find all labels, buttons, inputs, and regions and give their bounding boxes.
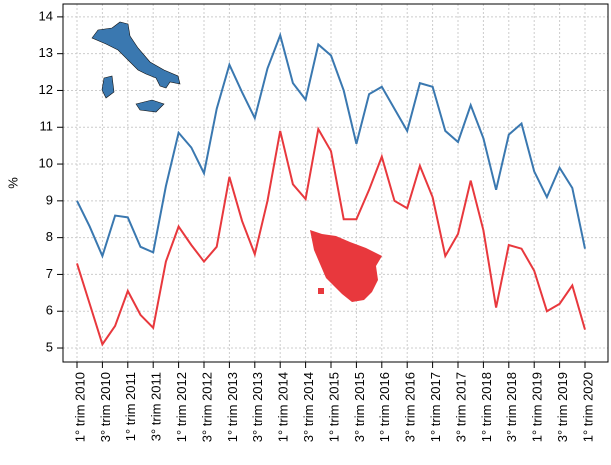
x-tick-label: 1° trim 2015 [326, 372, 341, 442]
y-tick-label: 7 [46, 266, 53, 281]
series-line [76, 32, 586, 259]
y-tick-label: 8 [46, 229, 53, 244]
y-tick-label: 13 [39, 45, 53, 60]
x-tick-label: 1° trim 2014 [276, 372, 291, 442]
series-line [76, 126, 586, 347]
x-tick-label: 1° trim 2017 [428, 372, 443, 442]
x-tick-label: 3° trim 2012 [199, 372, 214, 442]
x-tick-label: 3° trim 2011 [149, 372, 164, 441]
x-tick-label: 1° trim 2010 [72, 372, 87, 442]
x-tick-label: 3° trim 2018 [504, 372, 519, 442]
x-tick-label: 3° trim 2015 [352, 372, 367, 442]
y-tick-label: 10 [39, 155, 53, 170]
x-tick-label: 1° trim 2018 [479, 372, 494, 442]
x-tick-label: 1° trim 2011 [123, 372, 138, 441]
x-tick-label: 3° trim 2013 [250, 372, 265, 442]
x-tick-label: 3° trim 2019 [555, 372, 570, 442]
y-tick-label: 9 [46, 192, 53, 207]
italy-map [91, 21, 181, 113]
y-tick-label: 6 [46, 303, 53, 318]
x-tick-label: 1° trim 2019 [530, 372, 545, 442]
x-tick-label: 3° trim 2016 [403, 372, 418, 442]
y-tick-label: 14 [39, 8, 53, 23]
x-tick-label: 3° trim 2010 [98, 372, 113, 442]
x-tick-label: 1° trim 2013 [225, 372, 240, 442]
x-tick-label: 1° trim 2016 [377, 372, 392, 442]
tuscany-map [310, 230, 382, 302]
x-tick-label: 3° trim 2017 [453, 372, 468, 442]
plot-frame [62, 3, 609, 363]
y-tick-label: 5 [46, 339, 53, 354]
x-tick-label: 1° trim 2012 [174, 372, 189, 442]
x-tick-label: 1° trim 2020 [580, 372, 595, 442]
y-tick-label: 11 [40, 119, 54, 134]
x-tick-label: 3° trim 2014 [301, 372, 316, 442]
y-tick-label: 12 [39, 82, 53, 97]
y-axis-label: % [5, 177, 20, 189]
